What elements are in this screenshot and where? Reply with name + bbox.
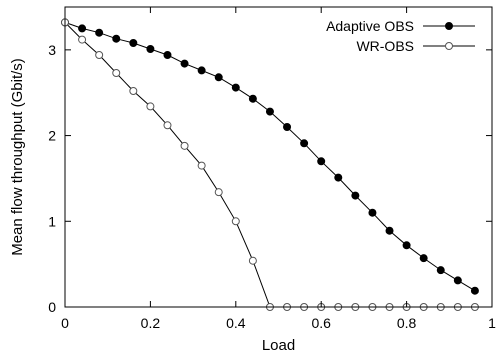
series-line xyxy=(64,22,475,308)
data-point xyxy=(112,69,121,77)
legend-marker xyxy=(445,22,453,30)
data-point xyxy=(78,24,87,33)
data-point xyxy=(300,139,309,148)
data-point xyxy=(453,276,462,285)
data-point xyxy=(265,107,274,116)
data-point xyxy=(231,217,240,226)
data-point xyxy=(214,188,223,197)
data-point xyxy=(385,226,394,235)
data-point xyxy=(248,256,257,265)
data-point xyxy=(146,102,155,111)
data-point xyxy=(129,87,138,95)
data-point xyxy=(95,28,104,37)
x-tick-label: 0 xyxy=(61,315,69,331)
series-2 xyxy=(61,18,479,311)
x-tick-label: 0.8 xyxy=(397,315,417,331)
data-point xyxy=(351,191,360,200)
data-point xyxy=(283,123,292,131)
data-point xyxy=(95,51,104,59)
data-point xyxy=(78,35,87,44)
data-point xyxy=(334,173,343,182)
series-line xyxy=(64,21,476,292)
y-tick-label: 0 xyxy=(48,299,56,315)
data-point xyxy=(214,73,223,82)
y-tick-label: 1 xyxy=(48,213,56,229)
x-axis-label: Load xyxy=(262,337,295,354)
data-point xyxy=(402,241,411,250)
plot-frame xyxy=(64,6,493,308)
data-point xyxy=(180,59,189,68)
legend: Adaptive OBS WR-OBS xyxy=(326,18,475,54)
data-point xyxy=(197,161,206,170)
legend-label: WR-OBS xyxy=(356,38,414,54)
data-point xyxy=(197,66,206,75)
series-layer xyxy=(61,18,479,311)
x-tick-label: 1 xyxy=(488,315,496,331)
data-point xyxy=(248,94,257,103)
data-point xyxy=(436,266,445,275)
data-point xyxy=(231,83,240,92)
ticks-layer: 0 0.2 0.4 0.6 0.8 1 0 1 2 3 xyxy=(48,7,496,331)
x-tick-label: 0.6 xyxy=(311,315,331,331)
x-tick-label: 0.2 xyxy=(141,315,161,331)
data-point xyxy=(419,254,428,263)
data-point xyxy=(317,157,326,166)
x-tick-label: 0.4 xyxy=(226,315,246,331)
data-point xyxy=(163,51,172,59)
y-axis-label: Mean flow throughput (Gbit/s) xyxy=(9,58,26,256)
data-point xyxy=(368,208,377,217)
data-point xyxy=(470,286,479,295)
y-tick-label: 3 xyxy=(48,42,56,58)
series-1 xyxy=(61,18,479,295)
data-point xyxy=(112,34,121,43)
legend-label: Adaptive OBS xyxy=(326,18,414,34)
data-point xyxy=(146,45,155,53)
y-tick-label: 2 xyxy=(48,128,56,144)
legend-marker xyxy=(445,42,453,50)
data-point xyxy=(163,121,172,130)
data-point xyxy=(129,39,138,47)
data-point xyxy=(180,141,189,150)
